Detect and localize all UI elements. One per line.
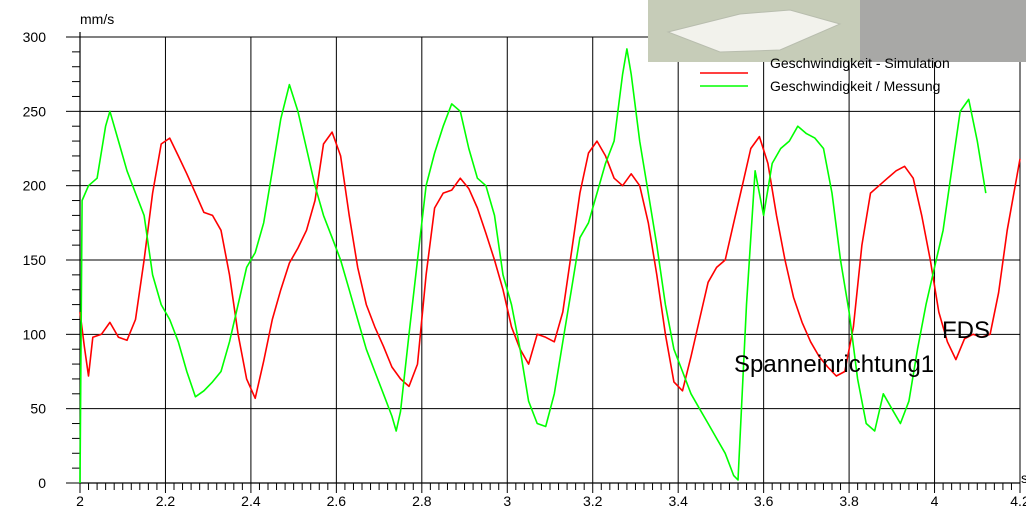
x-tick-label: 2.8	[412, 493, 432, 509]
thumbnail-image	[648, 0, 1026, 62]
y-tick-label: 250	[23, 103, 47, 119]
x-tick-label: 3.8	[839, 493, 859, 509]
legend: Geschwindigkeit - Simulation Geschwindigk…	[700, 55, 950, 94]
x-tick-label: 3.2	[583, 493, 603, 509]
annotation-fds: FDS	[942, 317, 990, 344]
axes	[66, 32, 1021, 493]
x-tick-label: 3	[503, 493, 511, 509]
thumbnail-object	[666, 9, 842, 53]
x-tick-label: 2.6	[327, 493, 347, 509]
x-tick-label: 4	[931, 493, 939, 509]
y-tick-label: 0	[38, 475, 46, 491]
y-axis-unit-label: mm/s	[80, 11, 114, 27]
series-line-simulation	[79, 131, 1021, 400]
annotation-spanneinrichtung: Spanneinrichtung1	[734, 351, 934, 378]
grid	[80, 36, 1021, 483]
y-tick-label: 200	[23, 178, 47, 194]
x-tick-label: 4.2	[1010, 493, 1026, 509]
thumbnail-shade	[860, 0, 1026, 62]
series-line-messung	[79, 48, 987, 484]
series-group	[79, 48, 1021, 484]
y-tick-label: 300	[23, 29, 47, 45]
x-tick-label: 3.6	[754, 493, 774, 509]
legend-label: Geschwindigkeit / Messung	[770, 78, 940, 94]
x-tick-label: 2.2	[156, 493, 176, 509]
x-tick-label: 2.4	[241, 493, 261, 509]
x-axis-unit-label: s	[1021, 470, 1026, 486]
x-tick-label: 3.4	[668, 493, 688, 509]
y-tick-label: 150	[23, 252, 47, 268]
y-tick-label: 100	[23, 326, 47, 342]
legend-label: Geschwindigkeit - Simulation	[770, 55, 950, 71]
tick-labels: 2 2.2 2.4 2.6 2.8 3 3.2 3.4 3.6 3.8 4 4.2 0 50 100 150 2…	[23, 29, 1026, 509]
y-tick-label: 50	[30, 401, 46, 417]
x-tick-label: 2	[76, 493, 84, 509]
